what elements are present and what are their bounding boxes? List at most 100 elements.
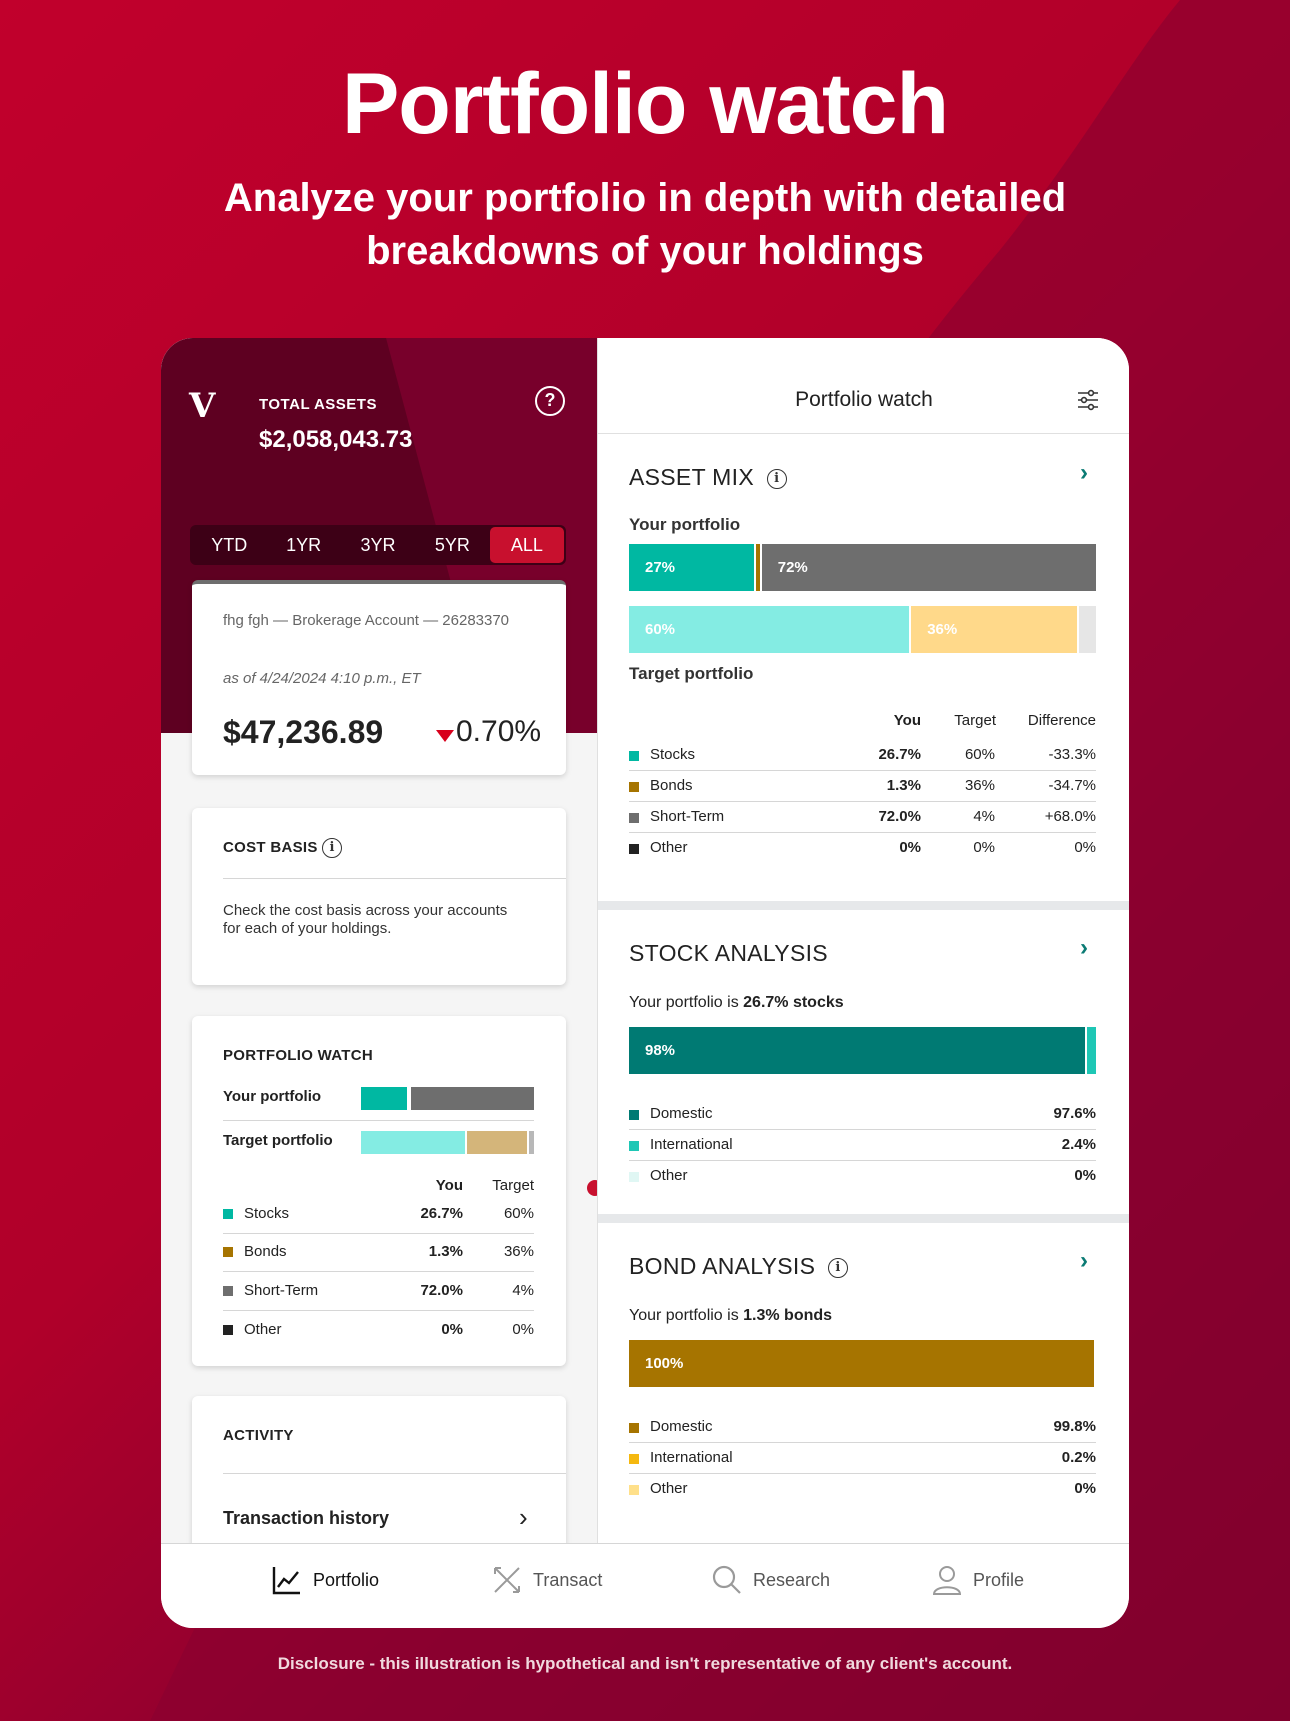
nav-portfolio[interactable]: Portfolio (271, 1562, 379, 1598)
right-pane: Portfolio watch ASSET MIX i › Your portf… (597, 338, 1129, 1543)
nav-research[interactable]: Research (711, 1562, 830, 1598)
row-difference: -33.3% (1048, 746, 1096, 763)
row-value: 97.6% (1053, 1105, 1096, 1122)
row-name: Domestic (650, 1418, 713, 1435)
range-tab-1yr[interactable]: 1YR (286, 535, 322, 555)
bar-segment (527, 1131, 534, 1154)
range-tab-ytd[interactable]: YTD (211, 535, 248, 555)
bar-segment (1077, 606, 1096, 653)
col-target-header: Target (954, 712, 996, 729)
stock-analysis-summary: Your portfolio is 26.7% stocks (629, 994, 844, 1012)
section-divider (598, 901, 1129, 910)
help-icon[interactable]: ? (535, 386, 565, 416)
row-value: 0.2% (1061, 1449, 1096, 1466)
target-portfolio-bar: 60% 36% (629, 606, 1096, 653)
row-name: Other (244, 1321, 282, 1338)
account-card[interactable]: fhg fgh — Brokerage Account — 26283370 a… (192, 580, 566, 775)
bar-segment: 27% (629, 544, 754, 591)
total-assets-label: TOTAL ASSETS (259, 396, 377, 413)
your-portfolio-bar: 27% 72% (629, 544, 1096, 591)
other-swatch (223, 1325, 233, 1335)
row-you: 1.3% (886, 777, 921, 794)
short-term-swatch (223, 1286, 233, 1296)
portfolio-watch-card[interactable]: PORTFOLIO WATCH Your portfolio Target po… (192, 1016, 566, 1366)
summary-value: 1.3% bonds (743, 1307, 833, 1324)
table-row: International 2.4% (629, 1130, 1096, 1161)
nav-research-label: Research (753, 1569, 831, 1590)
summary-prefix: Your portfolio is (629, 1307, 744, 1324)
table-row: Short-Term 72.0% 4% (223, 1273, 534, 1311)
arrows-swap-icon (494, 1567, 520, 1593)
range-tab-5yr[interactable]: 5YR (434, 535, 470, 555)
nav-transact[interactable]: Transact (491, 1562, 602, 1598)
row-target: 0% (973, 839, 995, 856)
bond-analysis-title: BOND ANALYSIS i (629, 1253, 848, 1280)
row-name: Domestic (650, 1105, 713, 1122)
range-tab-all[interactable]: ALL (489, 527, 565, 563)
row-difference: +68.0% (1044, 808, 1096, 825)
row-value: 0% (1074, 1167, 1096, 1184)
row-you: 0% (441, 1321, 463, 1338)
table-row: Short-Term 72.0% 4% +68.0% (629, 802, 1096, 833)
table-row: Bonds 1.3% 36% -34.7% (629, 771, 1096, 802)
chevron-right-icon[interactable]: › (1080, 1247, 1088, 1274)
cost-basis-card[interactable]: COST BASIS i Check the cost basis across… (192, 808, 566, 985)
bar-segment: 60% (629, 606, 910, 653)
table-row: Bonds 1.3% 36% (223, 1234, 534, 1272)
asset-mix-section: ASSET MIX i › Your portfolio 27% 72% 60% 3… (598, 435, 1129, 903)
row-you: 26.7% (878, 746, 921, 763)
table-row: Domestic 99.8% (629, 1412, 1096, 1443)
summary-prefix: Your portfolio is (629, 994, 744, 1011)
row-name: Bonds (650, 777, 693, 794)
bottom-nav: Portfolio Transact Research Profile (161, 1543, 1129, 1628)
your-portfolio-label: Your portfolio (223, 1088, 322, 1105)
info-icon[interactable]: i (827, 1257, 848, 1278)
international-swatch (629, 1454, 639, 1464)
col-you-header: You (435, 1177, 463, 1194)
table-row: International 0.2% (629, 1443, 1096, 1474)
section-divider (598, 1214, 1129, 1223)
chevron-right-icon[interactable]: › (1080, 934, 1088, 961)
domestic-swatch (629, 1423, 639, 1433)
chevron-right-icon[interactable]: › (1080, 459, 1088, 486)
bonds-swatch (223, 1247, 233, 1257)
range-tab-3yr[interactable]: 3YR (360, 535, 396, 555)
row-target: 4% (973, 808, 995, 825)
row-name: Stocks (244, 1205, 290, 1222)
filter-sliders-icon[interactable] (1076, 388, 1100, 412)
row-name: Short-Term (650, 808, 725, 825)
international-swatch (629, 1141, 639, 1151)
row-difference: 0% (1074, 839, 1096, 856)
account-as-of: as of 4/24/2024 4:10 p.m., ET (223, 670, 421, 687)
cost-basis-text: Check the cost basis across your account… (223, 902, 508, 937)
summary-value: 26.7% stocks (743, 994, 844, 1011)
chevron-right-icon: › (519, 1502, 528, 1532)
hero-title: Portfolio watch (341, 56, 949, 152)
account-name: fhg fgh — Brokerage Account — 26283370 (223, 612, 510, 629)
row-name: International (650, 1449, 733, 1466)
activity-card: ACTIVITY Transaction history › (192, 1396, 566, 1543)
your-portfolio-bar (361, 1087, 534, 1110)
short-term-swatch (629, 813, 639, 823)
bar-segment (361, 1087, 408, 1110)
bar-segment (1094, 1340, 1096, 1387)
other-swatch (629, 1172, 639, 1182)
info-icon[interactable]: i (766, 468, 787, 489)
row-target: 60% (964, 746, 995, 763)
portfolio-watch-title: PORTFOLIO WATCH (223, 1047, 374, 1064)
row-you: 72.0% (878, 808, 921, 825)
info-icon[interactable]: i (322, 838, 343, 858)
other-swatch (629, 844, 639, 854)
nav-profile[interactable]: Profile (931, 1562, 1024, 1598)
tablet-screen: V TOTAL ASSETS $2,058,043.73 ? YTD 1YR 3… (161, 338, 1129, 1628)
bar-segment: 100% (629, 1340, 1094, 1387)
row-you: 0% (899, 839, 921, 856)
stocks-swatch (629, 751, 639, 761)
down-arrow-icon (436, 730, 454, 742)
row-target: 60% (503, 1205, 534, 1222)
row-target: 36% (503, 1243, 534, 1260)
row-value: 0% (1074, 1480, 1096, 1497)
table-row: Other 0% 0% 0% (629, 833, 1096, 864)
bond-analysis-section: BOND ANALYSIS i › Your portfolio is 1.3%… (598, 1223, 1129, 1543)
row-target: 0% (512, 1321, 534, 1338)
